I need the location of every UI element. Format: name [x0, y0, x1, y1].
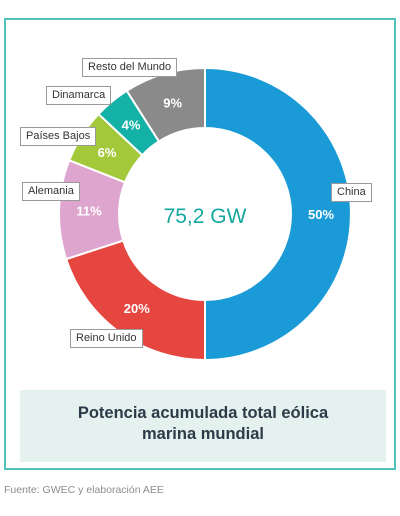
percent-label-alemania: 11% [76, 203, 102, 218]
callout-china: China [331, 183, 372, 202]
callout-resto-del-mundo: Resto del Mundo [82, 58, 178, 77]
slice-resto-del-mundo [125, 66, 206, 143]
chart-caption: Potencia acumulada total eólica marina m… [20, 403, 386, 445]
callout-países-bajos: Países Bajos [20, 127, 97, 146]
callout-dinamarca: Dinamarca [46, 86, 112, 105]
callout-reino-unido: Reino Unido [70, 329, 143, 348]
percent-label-china: 50% [308, 207, 334, 222]
caption-box [20, 390, 386, 462]
percent-labels: 50% 20% 11% 6% 4% 9% [76, 96, 334, 316]
callout-alemania: Alemania [22, 182, 80, 201]
percent-label-resto-del-mundo: 9% [163, 96, 182, 111]
percent-label-reino-unido: 20% [124, 301, 150, 316]
slice-reino-unido [64, 239, 206, 362]
caption-line-1: Potencia acumulada total eólica [77, 404, 329, 422]
percent-label-países-bajos: 6% [98, 145, 117, 160]
slice-china [204, 66, 352, 362]
caption-line-2: marina mundial [142, 425, 264, 443]
center-total-label: 75,2 GW [164, 205, 247, 228]
source-note: Fuente: GWEC y elaboración AEE [4, 484, 164, 496]
percent-label-dinamarca: 4% [122, 118, 141, 133]
